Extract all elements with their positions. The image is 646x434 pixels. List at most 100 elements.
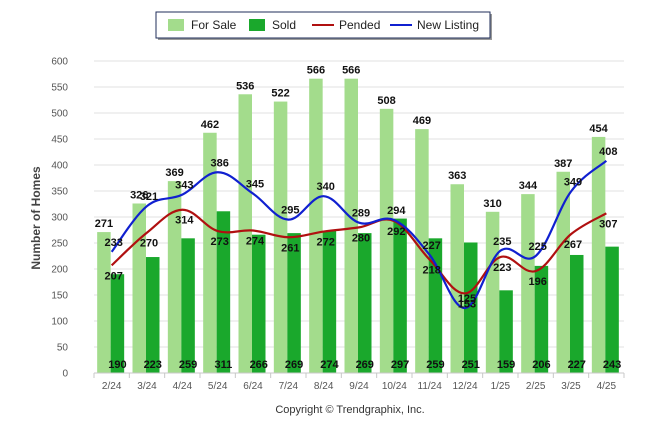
new-listing-value-label: 227: [422, 240, 440, 252]
y-tick-label: 250: [51, 239, 68, 250]
sold-value-label: 206: [532, 359, 550, 371]
bar-sold: [252, 234, 266, 373]
pended-value-label: 270: [140, 238, 158, 250]
pended-value-label: 207: [104, 270, 122, 282]
y-tick-label: 550: [51, 83, 68, 94]
line-pended: [110, 208, 607, 295]
y-tick-label: 0: [62, 369, 68, 380]
sold-value-label: 251: [462, 359, 480, 371]
pended-value-label: 307: [599, 218, 617, 230]
x-tick-label: 8/24: [314, 381, 334, 392]
lines: [110, 159, 608, 310]
new-listing-value-label: 125: [458, 293, 476, 305]
sold-value-label: 266: [250, 359, 268, 371]
pended-value-label: 267: [564, 239, 582, 251]
x-tick-label: 10/24: [382, 381, 407, 392]
bar-for-sale: [344, 78, 358, 374]
pended-value-label: 292: [387, 226, 405, 238]
y-tick-label: 500: [51, 109, 68, 120]
x-tick-label: 3/24: [137, 381, 157, 392]
pended-value-label: 153: [458, 298, 476, 310]
bars: [97, 78, 619, 374]
sold-value-label: 269: [285, 359, 303, 371]
bar-for-sale: [485, 211, 500, 373]
bar-sold: [534, 265, 549, 373]
sold-value-label: 269: [356, 359, 374, 371]
bar-for-sale: [132, 203, 146, 373]
bar-for-sale: [167, 181, 182, 373]
x-tick-label: 9/24: [349, 381, 369, 392]
for-sale-value-label: 344: [519, 180, 538, 192]
bar-sold: [499, 290, 513, 373]
pended-value-label: 314: [175, 215, 194, 227]
bar-for-sale: [203, 132, 217, 373]
sold-value-label: 227: [568, 359, 586, 371]
y-tick-label: 100: [51, 317, 68, 328]
sold-value-label: 274: [320, 359, 339, 371]
y-tick-label: 600: [51, 57, 68, 68]
pended-value-label: 261: [281, 242, 299, 254]
for-sale-value-label: 536: [236, 80, 254, 92]
pended-value-label: 196: [528, 276, 546, 288]
pended-value-label: 223: [493, 262, 511, 274]
sold-value-label: 223: [144, 359, 162, 371]
legend-label: New Listing: [417, 18, 479, 32]
pended-value-label: 218: [422, 265, 440, 277]
bar-sold: [393, 218, 407, 373]
for-sale-value-label: 522: [271, 88, 289, 100]
legend-swatch-for-sale: [168, 19, 184, 31]
sold-value-label: 243: [603, 359, 621, 371]
bar-sold: [358, 233, 372, 373]
sold-value-label: 297: [391, 359, 409, 371]
x-tick-label: 2/25: [526, 381, 546, 392]
x-tick-label: 2/24: [102, 381, 122, 392]
for-sale-value-label: 462: [201, 119, 219, 131]
bar-sold: [181, 238, 195, 373]
for-sale-value-label: 454: [589, 123, 608, 135]
axes: 0 50 100 150 200 250 300 350 400 450 500 550 600 2/24…: [51, 57, 625, 392]
for-sale-value-label: 469: [413, 115, 431, 127]
value-labels: 271 190 326 223 369 259 462 311 536 266 522 269 566 2…: [95, 65, 622, 371]
y-tick-label: 400: [51, 161, 68, 172]
y-tick-label: 200: [51, 265, 68, 276]
for-sale-value-label: 566: [342, 65, 360, 77]
for-sale-value-label: 369: [165, 167, 183, 179]
sold-value-label: 259: [179, 359, 197, 371]
for-sale-value-label: 566: [307, 65, 325, 77]
new-listing-value-label: 225: [528, 241, 546, 253]
legend-label: Sold: [272, 18, 296, 32]
bar-sold: [146, 257, 160, 373]
x-tick-label: 5/24: [208, 381, 228, 392]
bar-sold: [605, 246, 619, 373]
bar-sold: [110, 274, 125, 373]
y-tick-label: 350: [51, 187, 68, 198]
new-listing-value-label: 345: [246, 179, 264, 191]
pended-value-label: 280: [352, 232, 370, 244]
sold-value-label: 259: [426, 359, 444, 371]
y-tick-label: 300: [51, 213, 68, 224]
y-axis-title: Number of Homes: [29, 166, 43, 270]
x-tick-label: 11/24: [418, 381, 443, 392]
bar-sold: [287, 233, 301, 373]
bar-for-sale: [556, 171, 570, 373]
for-sale-value-label: 387: [554, 158, 572, 170]
sold-value-label: 311: [215, 359, 233, 371]
new-listing-value-label: 408: [599, 146, 617, 158]
x-tick-label: 4/25: [597, 381, 617, 392]
bar-sold: [464, 242, 478, 373]
legend-swatch-sold: [249, 19, 265, 31]
y-tick-label: 150: [51, 291, 68, 302]
y-tick-label: 50: [57, 343, 69, 354]
pended-value-label: 274: [246, 236, 265, 248]
sold-value-label: 159: [497, 359, 515, 371]
new-listing-value-label: 343: [175, 180, 193, 192]
bar-for-sale: [97, 232, 111, 373]
pended-value-label: 273: [210, 236, 228, 248]
bar-sold: [216, 211, 231, 373]
for-sale-value-label: 271: [95, 218, 113, 230]
copyright-credit: Copyright © Trendgraphix, Inc.: [275, 404, 424, 416]
bar-for-sale: [521, 194, 535, 373]
bar-for-sale: [309, 78, 323, 374]
bar-sold: [322, 230, 337, 373]
